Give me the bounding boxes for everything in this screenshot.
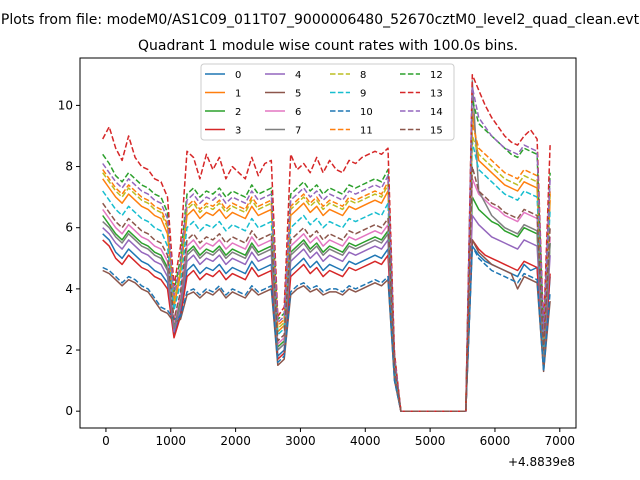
y-tick-label: 2 xyxy=(65,343,73,357)
y-tick-label: 8 xyxy=(65,160,73,174)
series-line-11 xyxy=(102,122,551,412)
x-tick-label: 0 xyxy=(102,434,110,448)
legend-label-6: 6 xyxy=(295,107,301,118)
legend-label-1: 1 xyxy=(235,89,241,100)
x-tick-label: 6000 xyxy=(480,434,511,448)
legend-label-2: 2 xyxy=(235,107,241,118)
legend-label-4: 4 xyxy=(295,70,301,81)
x-tick-label: 5000 xyxy=(415,434,446,448)
y-tick-label: 6 xyxy=(65,221,73,235)
series-line-15 xyxy=(102,165,551,412)
x-tick-label: 1000 xyxy=(155,434,186,448)
x-tick-label: 4000 xyxy=(350,434,381,448)
series-line-2 xyxy=(102,196,551,412)
x-tick-label: 7000 xyxy=(545,434,576,448)
series-layer xyxy=(102,74,551,412)
legend-label-15: 15 xyxy=(430,126,443,137)
legend-label-14: 14 xyxy=(430,107,443,118)
plot-frame xyxy=(79,57,577,429)
series-line-5 xyxy=(102,239,551,412)
series-line-4 xyxy=(102,214,551,412)
x-tick-label: 2000 xyxy=(220,434,251,448)
series-line-9 xyxy=(102,141,551,412)
legend-label-5: 5 xyxy=(295,89,301,100)
y-tick-label: 10 xyxy=(58,98,73,112)
series-line-10 xyxy=(102,245,551,412)
y-tick-label: 4 xyxy=(65,282,73,296)
legend-label-12: 12 xyxy=(430,70,443,81)
x-axis: 0 1000 2000 3000 4000 5000 6000 7000 xyxy=(102,428,575,448)
legend-label-8: 8 xyxy=(360,70,366,81)
x-tick-label: 3000 xyxy=(285,434,316,448)
chart-title: Quadrant 1 module wise count rates with … xyxy=(138,38,518,54)
series-line-13 xyxy=(102,74,551,412)
series-line-6 xyxy=(102,178,551,412)
legend-label-13: 13 xyxy=(430,89,443,100)
series-line-8 xyxy=(102,135,551,412)
series-line-14 xyxy=(102,86,551,412)
legend-label-7: 7 xyxy=(295,126,301,137)
legend-label-0: 0 xyxy=(235,70,241,81)
series-line-12 xyxy=(102,98,551,412)
y-tick-label: 0 xyxy=(65,404,73,418)
legend-label-10: 10 xyxy=(360,107,373,118)
legend-label-11: 11 xyxy=(360,126,373,137)
x-offset-label: +4.8839e8 xyxy=(508,455,575,469)
legend-label-9: 9 xyxy=(360,89,366,100)
y-axis: 0 2 4 6 8 10 xyxy=(58,98,80,418)
legend-label-3: 3 xyxy=(235,126,241,137)
figure-suptitle: Plots from file: modeM0/AS1C09_011T07_90… xyxy=(1,12,640,28)
legend-frame xyxy=(200,63,455,141)
